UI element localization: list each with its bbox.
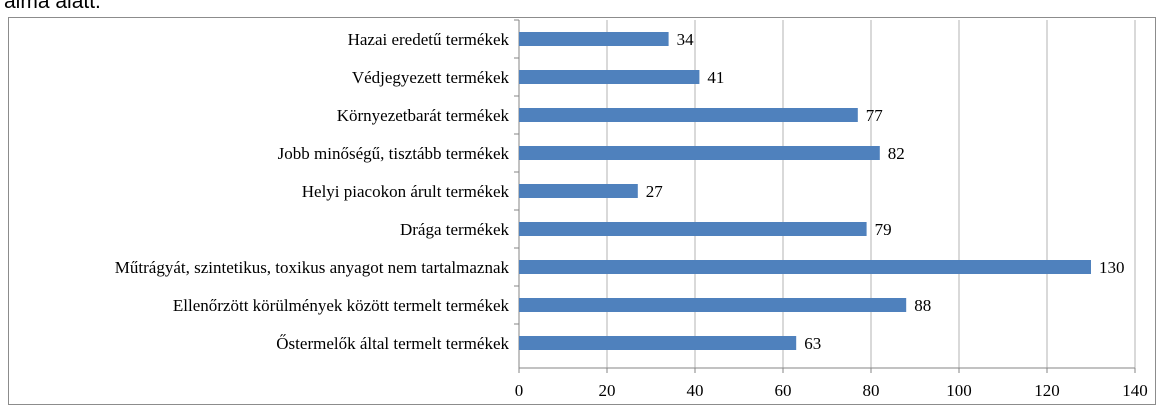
value-label: 88: [914, 296, 931, 315]
bar: [519, 222, 867, 236]
bar: [519, 298, 907, 312]
category-label: Őstermelők által termelt termékek: [276, 334, 509, 353]
value-label: 41: [707, 68, 724, 87]
value-label: 34: [677, 30, 695, 49]
chart-frame: 0 20 40 60 80 100 120 140 Hazai eredetű termékek…: [8, 17, 1156, 405]
x-tick-label: 60: [775, 381, 792, 400]
bar: [519, 108, 858, 122]
x-tick-label: 20: [599, 381, 616, 400]
category-label: Környezetbarát termékek: [337, 106, 510, 125]
bar: [519, 260, 1091, 274]
category-label: Védjegyezett termékek: [352, 68, 510, 87]
value-label: 79: [875, 220, 892, 239]
value-label: 130: [1099, 258, 1125, 277]
x-tick-label: 80: [863, 381, 880, 400]
bar: [519, 70, 700, 84]
value-label: 27: [646, 182, 664, 201]
x-tick-label: 140: [1122, 381, 1148, 400]
labels: 0 20 40 60 80 100 120 140 Hazai eredetű termékek…: [115, 30, 1148, 400]
bar-chart: 0 20 40 60 80 100 120 140 Hazai eredetű termékek…: [115, 19, 1148, 400]
x-tick-label: 120: [1034, 381, 1060, 400]
x-tick-label: 0: [515, 381, 524, 400]
value-label: 63: [804, 334, 821, 353]
category-label: Helyi piacokon árult termékek: [302, 182, 510, 201]
category-label: Hazai eredetű termékek: [348, 30, 510, 49]
value-label: 77: [866, 106, 884, 125]
category-label: Drága termékek: [400, 220, 510, 239]
category-label: Műtrágyát, szintetikus, toxikus anyagot …: [115, 258, 510, 277]
bar: [519, 146, 880, 160]
category-label: Jobb minőségű, tisztább termékek: [278, 144, 510, 163]
category-label: Ellenőrzött körülmények között termelt t…: [173, 296, 510, 315]
value-label: 82: [888, 144, 905, 163]
bar: [519, 184, 638, 198]
x-tick-label: 100: [946, 381, 972, 400]
bar: [519, 336, 797, 350]
bar: [519, 32, 669, 46]
x-tick-label: 40: [687, 381, 704, 400]
bars: [519, 32, 1091, 350]
top-text-fragment: alma alatt.: [4, 0, 101, 13]
